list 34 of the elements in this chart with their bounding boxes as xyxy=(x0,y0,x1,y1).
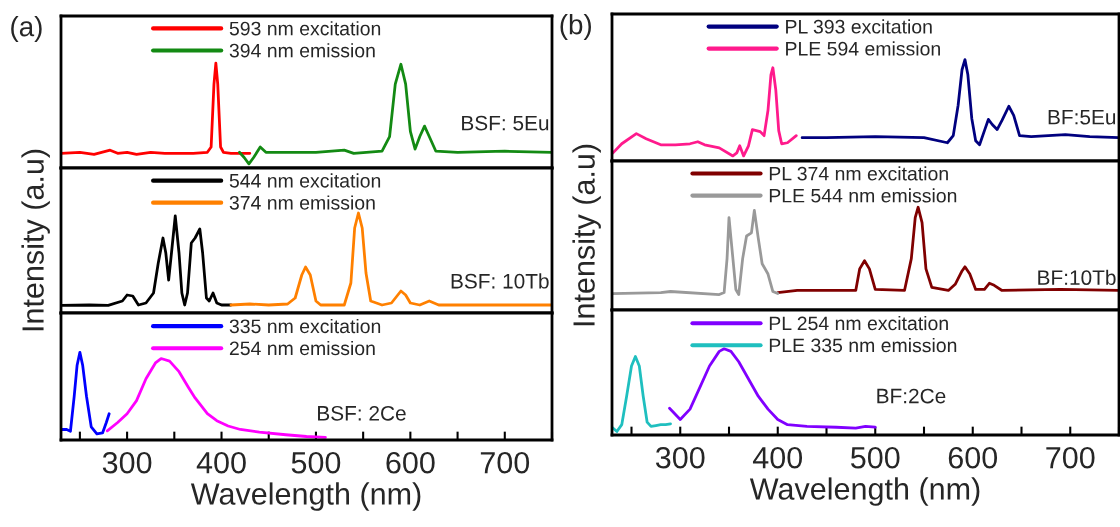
x-axis-title: Wavelength (nm) xyxy=(749,477,980,506)
legend-label: PLE 335 nm emission xyxy=(769,337,957,353)
x-tick-label: 500 xyxy=(850,446,900,469)
x-tick-label: 400 xyxy=(196,451,246,474)
legend-label: 544 nm excitation xyxy=(229,173,381,188)
annotation: BSF: 2Ce xyxy=(318,405,406,421)
x-tick-label: 300 xyxy=(655,446,705,469)
text: (b) xyxy=(560,14,591,40)
legend-label: PL 393 excitation xyxy=(786,19,932,34)
x-tick-label: 500 xyxy=(291,451,341,474)
x-tick-label: 600 xyxy=(386,451,435,474)
annotation: BF:5Eu xyxy=(1048,110,1116,125)
x-tick-label: 600 xyxy=(948,446,998,469)
annotation: BF:2Ce xyxy=(877,388,946,404)
x-tick-label: 700 xyxy=(1046,446,1095,469)
y-axis-title: Intensity (a.u) xyxy=(572,144,601,326)
annotation: BSF: 10Tb xyxy=(451,273,549,289)
x-axis-title: Wavelength (nm) xyxy=(190,482,421,511)
legend-label: 593 nm excitation xyxy=(229,21,381,36)
legend-label: 254 nm emission xyxy=(229,340,375,356)
legend-label: PL 254 nm excitation xyxy=(769,315,948,331)
y-axis-title: Intensity (a.u) xyxy=(21,149,50,331)
legend-label: 394 nm emission xyxy=(229,43,375,58)
annotation: BF:10Tb xyxy=(1038,269,1116,286)
legend-label: PLE 544 nm emission xyxy=(769,188,957,203)
legend-label: 374 nm emission xyxy=(229,195,375,210)
x-tick-label: 700 xyxy=(480,451,530,474)
legend-label: PL 374 nm excitation xyxy=(769,166,948,181)
legend-label: PLE 594 emission xyxy=(786,41,940,56)
text: (a) xyxy=(11,16,42,42)
x-tick-label: 300 xyxy=(102,451,152,474)
x-tick-label: 400 xyxy=(752,446,803,469)
annotation: BSF: 5Eu xyxy=(462,115,549,131)
legend-label: 335 nm excitation xyxy=(229,318,381,334)
